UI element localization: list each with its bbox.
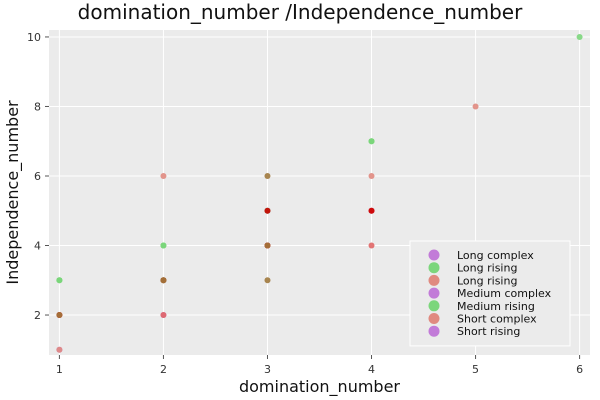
x-tick-label: 4 <box>368 363 375 376</box>
axis-ticks: 1 2 3 4 5 6 2 4 6 8 10 <box>27 31 583 376</box>
legend-marker <box>428 274 440 286</box>
data-point <box>160 312 167 319</box>
legend-marker <box>428 300 440 312</box>
data-point <box>368 242 375 249</box>
x-tick-label: 2 <box>160 363 167 376</box>
data-point <box>264 277 271 284</box>
data-point <box>160 242 167 249</box>
data-point <box>368 207 375 214</box>
data-point <box>160 172 167 179</box>
x-tick-label: 1 <box>56 363 63 376</box>
legend-label: Long rising <box>457 274 517 287</box>
legend-marker <box>428 325 440 337</box>
data-point <box>264 207 271 214</box>
data-point <box>56 312 63 319</box>
data-points <box>56 33 583 353</box>
x-tick-label: 5 <box>472 363 479 376</box>
legend-label: Short complex <box>457 313 537 326</box>
legend-label: Medium complex <box>457 287 552 300</box>
x-axis-label: domination_number <box>239 377 400 397</box>
legend-label: Short rising <box>457 325 520 338</box>
data-point <box>472 103 479 110</box>
legend-label: Medium rising <box>457 300 535 313</box>
legend-label: Long complex <box>457 249 534 262</box>
data-point <box>56 277 63 284</box>
y-tick-label: 4 <box>34 240 41 253</box>
data-point <box>576 33 583 40</box>
data-point <box>264 172 271 179</box>
data-point <box>160 277 167 284</box>
data-point <box>368 138 375 145</box>
legend-marker <box>428 249 440 261</box>
legend-marker <box>428 262 440 274</box>
legend-label: Long rising <box>457 262 517 275</box>
chart-title: domination_number /Independence_number <box>78 0 523 24</box>
y-tick-label: 2 <box>34 309 41 322</box>
y-tick-label: 6 <box>34 170 41 183</box>
legend-marker <box>428 287 440 299</box>
x-tick-label: 6 <box>576 363 583 376</box>
y-tick-label: 8 <box>34 100 41 113</box>
data-point <box>368 172 375 179</box>
data-point <box>56 346 63 353</box>
y-tick-label: 10 <box>27 31 41 44</box>
x-tick-label: 3 <box>264 363 271 376</box>
y-axis-label: Independence_number <box>3 100 23 285</box>
data-point <box>264 242 271 249</box>
legend-marker <box>428 313 440 324</box>
